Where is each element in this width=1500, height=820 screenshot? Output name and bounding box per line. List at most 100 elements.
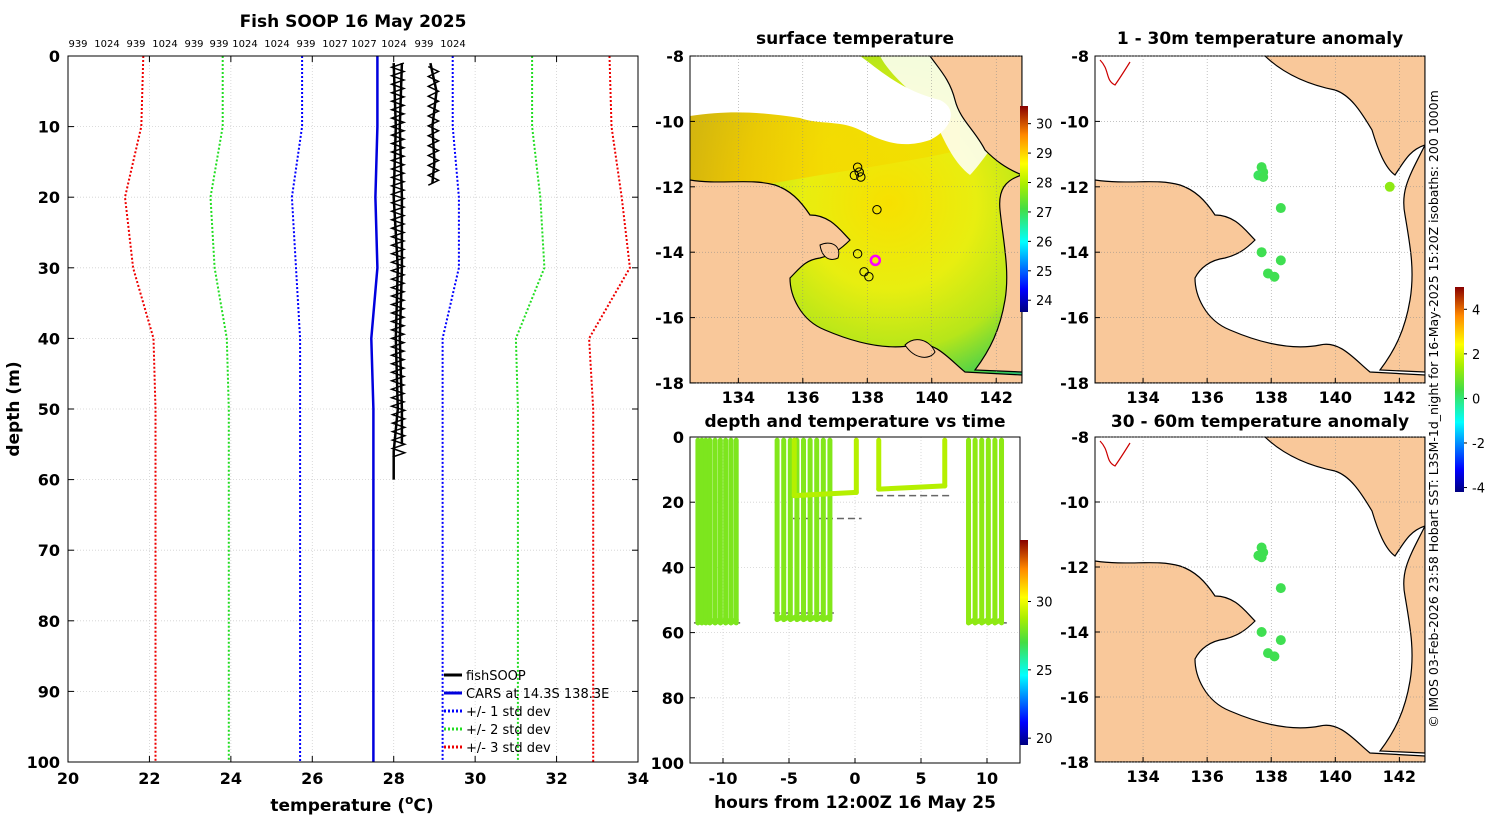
map-lon-label: 138 xyxy=(851,388,884,407)
anomaly-top-title: 1 - 30m temperature anomaly xyxy=(1117,29,1403,49)
profile-top-label: 1024 xyxy=(381,39,406,50)
profile-xtick-label: 34 xyxy=(627,769,649,788)
profile-top-label: 1024 xyxy=(94,39,119,50)
land-east xyxy=(973,174,1022,373)
map-lat-label: -16 xyxy=(1060,688,1089,707)
cb3-tick-label: 2 xyxy=(1472,348,1480,363)
map-lon-label: 136 xyxy=(786,388,819,407)
map-lon-label: 140 xyxy=(1319,767,1352,786)
timeseries-panel: depth and temperature vs time -10 -5 0 5 100… xyxy=(651,412,1053,813)
profile-xtick-label: 24 xyxy=(220,769,242,788)
station-marker xyxy=(852,162,863,172)
cloud-mask xyxy=(690,56,951,145)
profile-ytick-label: 20 xyxy=(38,188,60,207)
map-lat-label: -10 xyxy=(655,112,684,131)
profile-series-1 xyxy=(290,56,304,762)
anomaly-point xyxy=(1256,627,1267,637)
ts-xtick-label: 0 xyxy=(849,769,860,788)
cb1-tick-label: 28 xyxy=(1036,177,1053,192)
profile-series-0 xyxy=(370,56,379,762)
map-lat-label: -18 xyxy=(655,374,684,393)
station-marker xyxy=(849,170,860,181)
map-lon-label: 140 xyxy=(915,388,948,407)
anomaly-point xyxy=(1384,181,1395,192)
anomaly-top-points xyxy=(1253,162,1395,282)
map-lat-label: -18 xyxy=(1060,374,1089,393)
profile-series-4 xyxy=(514,56,546,762)
side-caption: © IMOS 03-Feb-2026 23:58 Hobart SST: L3S… xyxy=(1426,90,1441,728)
profile-ytick-label: 40 xyxy=(38,329,60,348)
profile-top-label: 939 xyxy=(414,39,433,50)
map-lat-label: -8 xyxy=(1071,47,1089,66)
surface-map-stations xyxy=(849,162,882,282)
anomaly-top-ticks: 134 136 138 140 142 -8 -10 -12 -14 -16 -18 xyxy=(1060,47,1416,407)
map-lat-label: -16 xyxy=(1060,309,1089,328)
timeseries-xlabel: hours from 12:00Z 16 May 25 xyxy=(714,793,996,813)
ts-xtick-label: 5 xyxy=(915,769,926,788)
profile-top-label: 1024 xyxy=(152,39,177,50)
anomaly-point xyxy=(1269,271,1280,282)
profile-top-label: 939 xyxy=(209,39,228,50)
profile-lines xyxy=(123,55,631,762)
ts-xtick-label: 10 xyxy=(976,769,998,788)
ts-xtick-label: -10 xyxy=(709,769,738,788)
ts-tow xyxy=(791,489,859,499)
cb3-tick-label: -2 xyxy=(1472,437,1485,452)
profile-grid xyxy=(67,55,639,763)
legend-label-std3: +/- 3 std dev xyxy=(466,741,551,756)
station-marker xyxy=(864,272,874,282)
anomaly-point xyxy=(1275,255,1286,266)
legend-label-fishsoop: fishSOOP xyxy=(466,669,526,684)
timeseries-title: depth and temperature vs time xyxy=(705,412,1006,432)
profile-series-6 xyxy=(588,55,631,762)
map-lat-label: -12 xyxy=(1060,178,1089,197)
station-marker xyxy=(872,204,882,215)
profile-xtick-label: 30 xyxy=(464,769,486,788)
anomaly-colorbar xyxy=(1455,287,1464,492)
profile-tick-labels: 20 22 24 26 28 30 32 34 0 10 20 30 40 50 60 70 80 90 100 xyxy=(27,47,650,788)
anomaly-bottom-land-north xyxy=(1264,437,1425,557)
anomaly-point xyxy=(1256,247,1267,258)
profile-fishsoop-trace-2 xyxy=(426,65,441,186)
ts-tow xyxy=(876,483,948,492)
cb1-tick-label: 24 xyxy=(1036,294,1053,309)
profile-top-label: 939 xyxy=(68,39,87,50)
anomaly-bottom-land-west xyxy=(1095,560,1425,762)
profile-ytick-label: 80 xyxy=(38,612,60,631)
anomaly-bottom-panel: 30 - 60m temperature anomaly 134 136 138 14… xyxy=(1060,412,1426,786)
legend-label-std1: +/- 1 std dev xyxy=(466,705,551,720)
anomaly-top-land-west xyxy=(1095,179,1425,383)
land-north xyxy=(929,56,1022,176)
map-lon-label: 142 xyxy=(980,388,1013,407)
anomaly-colorbar-ticks: -4 -2 0 2 4 xyxy=(1464,303,1485,497)
profile-ylabel: depth (m) xyxy=(4,361,24,456)
station-marker xyxy=(856,172,866,182)
map-lon-label: 134 xyxy=(1126,388,1159,407)
map-lat-label: -18 xyxy=(1060,753,1089,772)
map-lat-label: -8 xyxy=(1071,428,1089,447)
map-lon-label: 138 xyxy=(1255,767,1288,786)
timeseries-colorbar xyxy=(1020,540,1028,745)
profile-top-label: 1024 xyxy=(440,39,465,50)
profile-xtick-label: 20 xyxy=(57,769,79,788)
anomaly-point xyxy=(1256,552,1267,563)
profile-xtick-label: 22 xyxy=(138,769,160,788)
map-lon-label: 142 xyxy=(1383,767,1416,786)
surface-colorbar xyxy=(1020,106,1028,312)
station-marker xyxy=(854,167,864,177)
cb1-tick-label: 30 xyxy=(1036,118,1053,133)
map-lat-label: -16 xyxy=(655,309,684,328)
map-lon-label: 140 xyxy=(1319,388,1352,407)
anomaly-top-panel: 1 - 30m temperature anomaly 134 136 138 140… xyxy=(1060,29,1426,407)
legend-label-std2: +/- 2 std dev xyxy=(466,723,551,738)
profile-series-3 xyxy=(209,56,230,762)
profile-top-labels: 939 1024 939 1024 939 939 1024 1024 939 1027 1027 1… xyxy=(68,39,465,50)
ts-ytick-label: 60 xyxy=(662,624,684,643)
profile-ytick-label: 90 xyxy=(38,682,60,701)
map-lon-label: 138 xyxy=(1255,388,1288,407)
anomaly-point xyxy=(1275,583,1286,594)
profile-top-label: 1027 xyxy=(322,39,347,50)
anomaly-bottom-coast-red xyxy=(1099,440,1131,467)
